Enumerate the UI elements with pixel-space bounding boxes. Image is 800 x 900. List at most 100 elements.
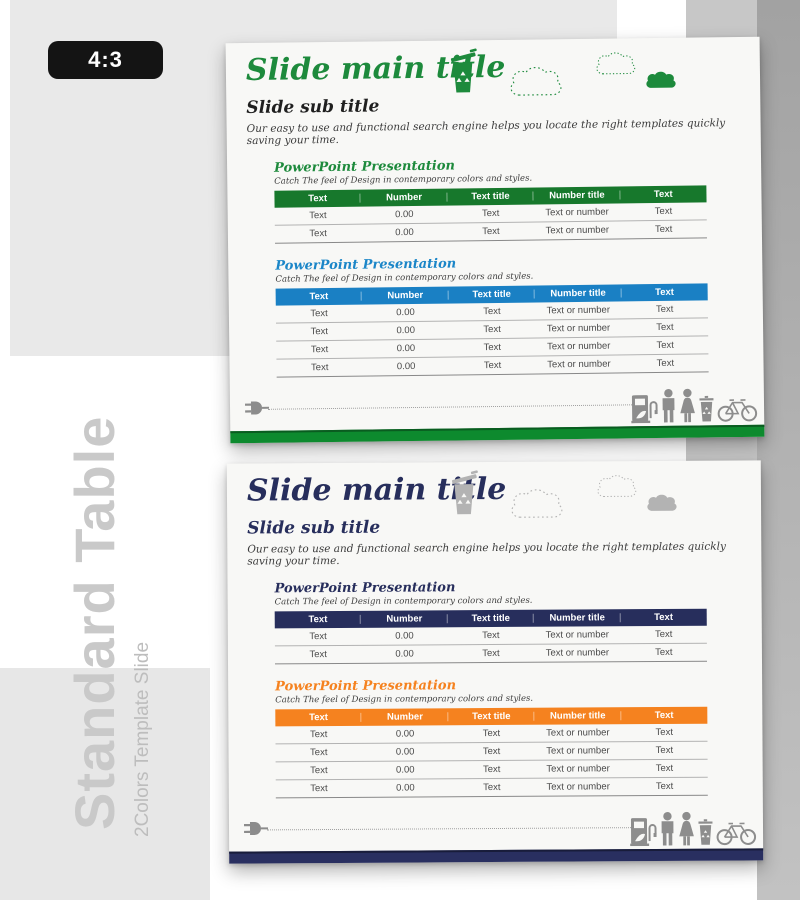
aspect-ratio-label: 4:3 (88, 47, 123, 72)
bicycle-icon (717, 399, 758, 422)
table-cell: 0.00 (396, 782, 415, 794)
table-header-cell: Text (654, 286, 674, 299)
table-cell: Text (483, 305, 501, 318)
table-cell: Text (483, 781, 501, 794)
table-cell: Text (310, 765, 328, 777)
table-cell: Text (482, 763, 501, 776)
table-header-cell: Number title (535, 284, 622, 302)
data-table: Text Number Text title Number title Text Text… (275, 283, 709, 378)
woman-icon (680, 388, 695, 423)
table-cell: Text (656, 321, 674, 334)
slide-accent-bar (229, 848, 764, 864)
solid-cloud-icon (647, 494, 677, 511)
table-cell: Text (309, 631, 327, 643)
table-cell: Text or number (545, 206, 609, 219)
slide-description: Our easy to use and functional search en… (247, 540, 726, 568)
table-header-cell: Text (275, 709, 362, 727)
section-title: PowerPoint Presentation (275, 678, 457, 695)
table-header-cell: Number (362, 708, 449, 726)
slide-preview-2[interactable]: Slide main title (226, 460, 764, 864)
dotted-cloud-icon (511, 489, 563, 518)
table-cell: 0.00 (394, 208, 414, 221)
table-cell: 0.00 (395, 630, 414, 642)
table-row: Text 0.00 Text Text or number Text (276, 354, 709, 378)
table-header-cell: Text title (447, 610, 534, 628)
recycle-bin-icon (450, 48, 477, 93)
table-header-row: Text Number Text title Number title Text (275, 706, 708, 727)
table-cell: Text (654, 205, 673, 218)
table-header-cell: Number (361, 189, 448, 207)
table-cell: Text (655, 762, 674, 775)
eco-icons-row (631, 388, 758, 424)
table-cell: Text (310, 783, 328, 795)
slide-sub-title: Slide sub title (246, 96, 380, 119)
slide-accent-bar (230, 424, 765, 444)
recycle-bin-icon (451, 470, 478, 515)
background-block-bottom-left (0, 668, 210, 900)
trash-can-icon (698, 819, 713, 845)
table-header-cell: Number (361, 610, 448, 628)
table-cell: Text (654, 223, 673, 236)
dotted-cloud-icon (510, 66, 562, 96)
table-header-cell: Text title (448, 286, 535, 304)
table-cell: Text (481, 207, 500, 220)
table-cell: Text (482, 745, 501, 758)
plug-icon (243, 821, 269, 835)
table-header-cell: Text title (447, 188, 534, 206)
slide-decoration-icons (227, 460, 761, 518)
table-row: Text 0.00 Text Text or number Text (274, 220, 707, 244)
table-header-cell: Text title (448, 708, 535, 726)
table-cell: Text or number (547, 358, 611, 371)
template-subtitle-vertical: 2Colors Template Slide (132, 641, 153, 837)
table-header-cell: Text (275, 611, 362, 629)
table-cell: Text or number (546, 727, 610, 739)
table-cell: Text or number (546, 763, 610, 775)
table-header-cell: Text (654, 709, 674, 722)
table-cell: Text or number (546, 781, 610, 793)
table-cell: Text or number (545, 629, 609, 641)
table-cell: Text (654, 628, 673, 641)
table-cell: Text (310, 326, 329, 338)
table-cell: Text (482, 225, 500, 238)
table-cell: 0.00 (395, 648, 414, 660)
slide-sub-title: Slide sub title (247, 517, 381, 539)
fuel-pump-icon (630, 818, 657, 847)
background-column-right (757, 0, 800, 900)
slide-decoration-icons (226, 37, 760, 96)
table-cell: 0.00 (395, 764, 415, 776)
eco-icons-row (630, 811, 757, 847)
table-cell: Text (482, 647, 500, 660)
data-table: Text Number Text title Number title Text Text… (274, 608, 708, 665)
table-cell: Text or number (545, 224, 610, 237)
section-caption: Catch The feel of Design in contemporary… (274, 595, 533, 608)
plug-icon (244, 401, 270, 415)
table-cell: Text (309, 729, 328, 741)
table-cell: Text (655, 726, 674, 739)
table-cell: 0.00 (396, 306, 415, 319)
table-section-2: PowerPoint Presentation Catch The feel o… (275, 677, 708, 799)
data-table: Text Number Text title Number title Text Text… (275, 706, 708, 799)
table-cell: Text (310, 308, 328, 320)
dotted-cloud-icon (596, 52, 636, 75)
table-header-cell: Text (276, 288, 363, 306)
dotted-cord-line (268, 404, 635, 410)
dotted-cloud-icon (597, 475, 637, 497)
table-header-cell: Text (274, 190, 361, 208)
table-header-row: Text Number Text title Number title Text (274, 608, 707, 629)
table-cell: Text (309, 649, 327, 661)
table-cell: Text (309, 228, 327, 240)
table-cell: 0.00 (395, 746, 415, 758)
slide-preview-1[interactable]: Slide main title (225, 36, 765, 444)
table-header-cell: Text (654, 611, 674, 624)
table-cell: Text (482, 727, 501, 740)
aspect-ratio-badge: 4:3 (48, 41, 163, 79)
table-cell: 0.00 (396, 360, 416, 373)
table-header-cell: Text (653, 188, 673, 201)
table-section-1: PowerPoint Presentation Catch The feel o… (274, 155, 707, 244)
solid-cloud-icon (646, 71, 676, 88)
table-row: Text 0.00 Text Text or number Text (275, 777, 708, 799)
table-cell: Text (656, 339, 674, 352)
table-cell: Text (483, 341, 502, 354)
table-cell: Text or number (546, 322, 611, 335)
